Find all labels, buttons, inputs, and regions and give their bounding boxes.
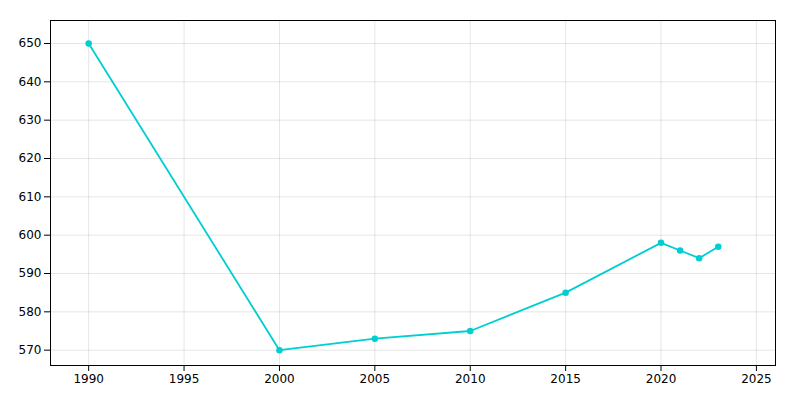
svg-text:2015: 2015 bbox=[550, 372, 581, 386]
svg-text:620: 620 bbox=[19, 151, 42, 165]
svg-text:2005: 2005 bbox=[360, 372, 391, 386]
svg-text:630: 630 bbox=[19, 113, 42, 127]
svg-text:2020: 2020 bbox=[646, 372, 677, 386]
svg-text:2010: 2010 bbox=[455, 372, 486, 386]
svg-text:570: 570 bbox=[19, 343, 42, 357]
svg-text:1995: 1995 bbox=[169, 372, 200, 386]
svg-text:2000: 2000 bbox=[264, 372, 295, 386]
svg-text:650: 650 bbox=[19, 36, 42, 50]
svg-text:610: 610 bbox=[19, 190, 42, 204]
svg-text:640: 640 bbox=[19, 75, 42, 89]
svg-text:2025: 2025 bbox=[741, 372, 772, 386]
svg-text:1990: 1990 bbox=[73, 372, 104, 386]
svg-text:590: 590 bbox=[19, 266, 42, 280]
svg-text:580: 580 bbox=[19, 305, 42, 319]
svg-text:600: 600 bbox=[19, 228, 42, 242]
